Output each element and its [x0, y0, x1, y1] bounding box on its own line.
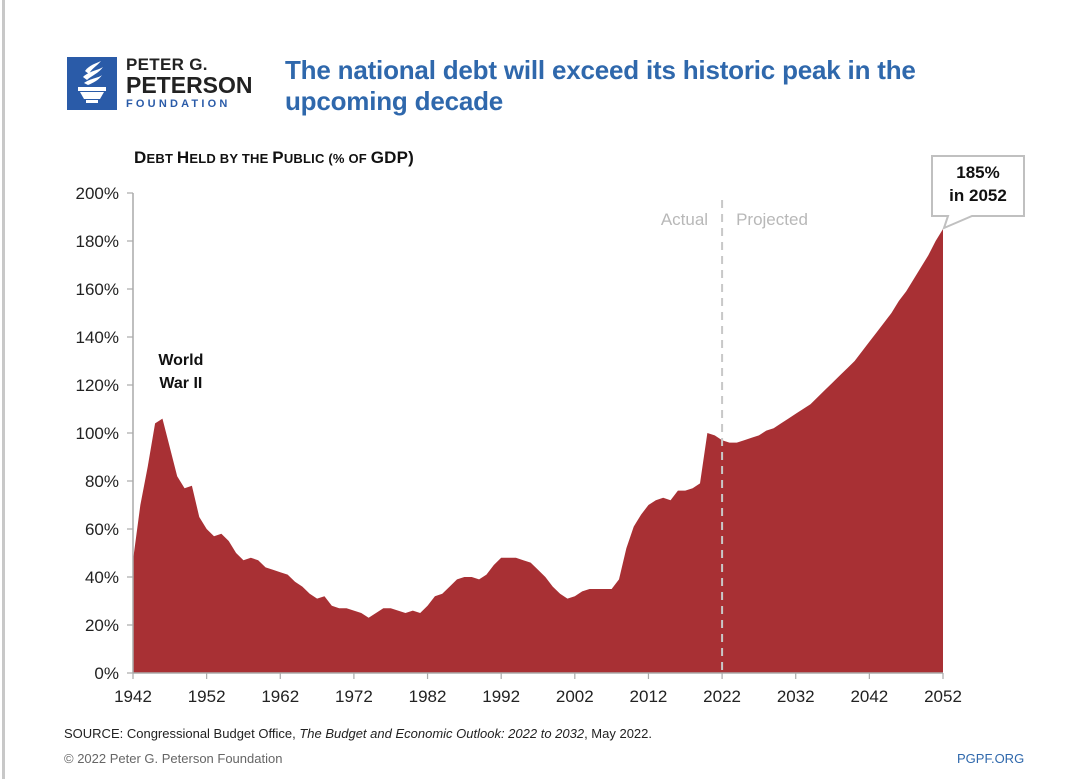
- pgpf-link[interactable]: PGPF.ORG: [957, 751, 1025, 766]
- x-tick-label: 1962: [261, 687, 299, 706]
- source-title: The Budget and Economic Outlook: 2022 to…: [299, 726, 585, 741]
- chart-title: The national debt will exceed its histor…: [285, 55, 916, 116]
- y-tick-label: 40%: [85, 568, 119, 587]
- x-tick-label: 1982: [409, 687, 447, 706]
- x-tick-label: 2022: [703, 687, 741, 706]
- y-tick-label: 180%: [76, 232, 119, 251]
- source-note: SOURCE: Congressional Budget Office, The…: [64, 726, 652, 741]
- y-tick-label: 100%: [76, 424, 119, 443]
- subtitle-part: EBT: [146, 151, 177, 166]
- x-tick-label: 1952: [188, 687, 226, 706]
- subtitle-part: D: [134, 148, 147, 167]
- subtitle-part: GDP): [370, 148, 415, 167]
- source-suffix: , May 2022.: [584, 726, 653, 741]
- subtitle-part: H: [176, 148, 190, 167]
- x-tick-label: 2002: [556, 687, 594, 706]
- subtitle-part: UBLIC (% OF: [283, 151, 371, 166]
- x-tick-label: 1972: [335, 687, 373, 706]
- logo-line-1: PETER G.: [126, 55, 208, 74]
- callout-label: in 2052: [949, 186, 1007, 205]
- chart-subtitle: DEBT HELD BY THE PUBLIC (% OF GDP): [134, 148, 414, 168]
- x-tick-label: 2032: [777, 687, 815, 706]
- logo-wordmark: PETER G. PETERSON FOUNDATION: [126, 56, 253, 110]
- y-tick-label: 20%: [85, 616, 119, 635]
- y-tick-label: 200%: [76, 184, 119, 203]
- y-tick-label: 80%: [85, 472, 119, 491]
- subtitle-part: ELD BY THE: [189, 151, 273, 166]
- callout-label: 185%: [956, 163, 999, 182]
- x-tick-label: 1942: [114, 687, 152, 706]
- copyright: © 2022 Peter G. Peterson Foundation: [64, 751, 283, 766]
- subtitle-part: P: [272, 148, 284, 167]
- x-tick-label: 2052: [924, 687, 962, 706]
- torch-icon: [67, 57, 117, 110]
- page-edge-bar: [2, 0, 5, 779]
- y-tick-label: 60%: [85, 520, 119, 539]
- x-tick-label: 1992: [482, 687, 520, 706]
- projected-label: Projected: [736, 210, 808, 229]
- x-tick-label: 2012: [630, 687, 668, 706]
- callout-box: [931, 155, 1025, 230]
- debt-area: [133, 229, 943, 673]
- y-tick-label: 0%: [94, 664, 119, 683]
- logo-line-2: PETERSON: [126, 72, 253, 98]
- wwii-annotation: War II: [159, 375, 202, 392]
- y-tick-label: 120%: [76, 376, 119, 395]
- wwii-annotation: World: [158, 352, 203, 369]
- actual-label: Actual: [661, 210, 708, 229]
- y-tick-label: 140%: [76, 328, 119, 347]
- source-prefix: SOURCE: Congressional Budget Office,: [64, 726, 300, 741]
- x-tick-label: 2042: [850, 687, 888, 706]
- logo-line-3: FOUNDATION: [126, 98, 231, 110]
- y-tick-label: 160%: [76, 280, 119, 299]
